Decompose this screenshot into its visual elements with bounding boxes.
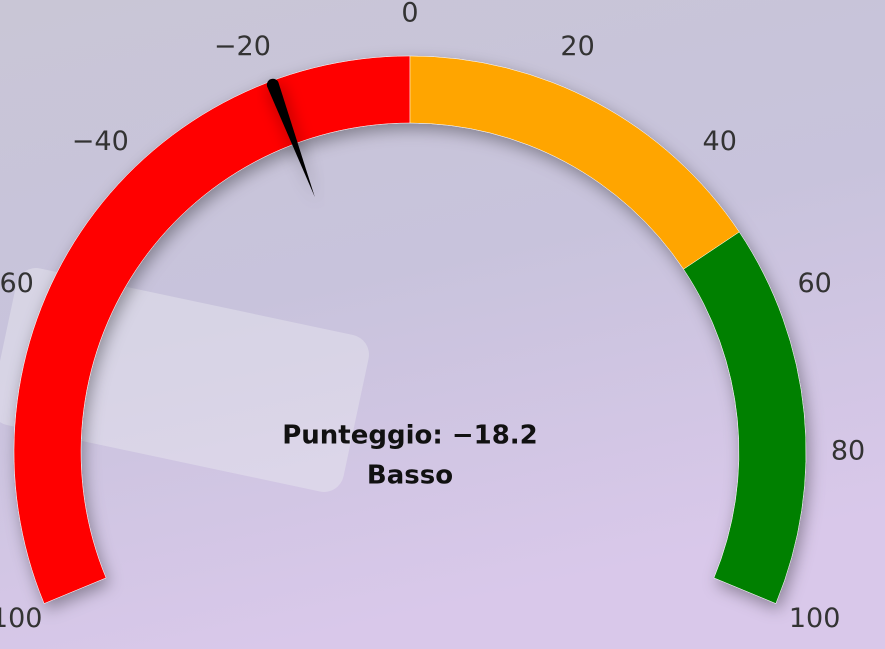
tick-label: 0 <box>401 0 418 29</box>
value-label: Punteggio: −18.2 <box>282 421 538 451</box>
tick-label: −100 <box>0 603 42 634</box>
tick-label: 20 <box>560 31 594 62</box>
tick-label: 100 <box>789 603 841 634</box>
tick-label: 60 <box>797 268 831 299</box>
page: {"chart_data": {"type": "gauge", "value"… <box>0 0 885 649</box>
tick-label: −60 <box>0 268 34 299</box>
tick-label: 40 <box>703 126 737 157</box>
tick-label: 80 <box>831 436 865 467</box>
gauge-chart: −100−80−60−40−20020406080100 Punteggio: … <box>0 0 885 649</box>
tick-label: −20 <box>214 31 271 62</box>
rating-label: Basso <box>367 461 453 491</box>
tick-label: −40 <box>72 126 129 157</box>
